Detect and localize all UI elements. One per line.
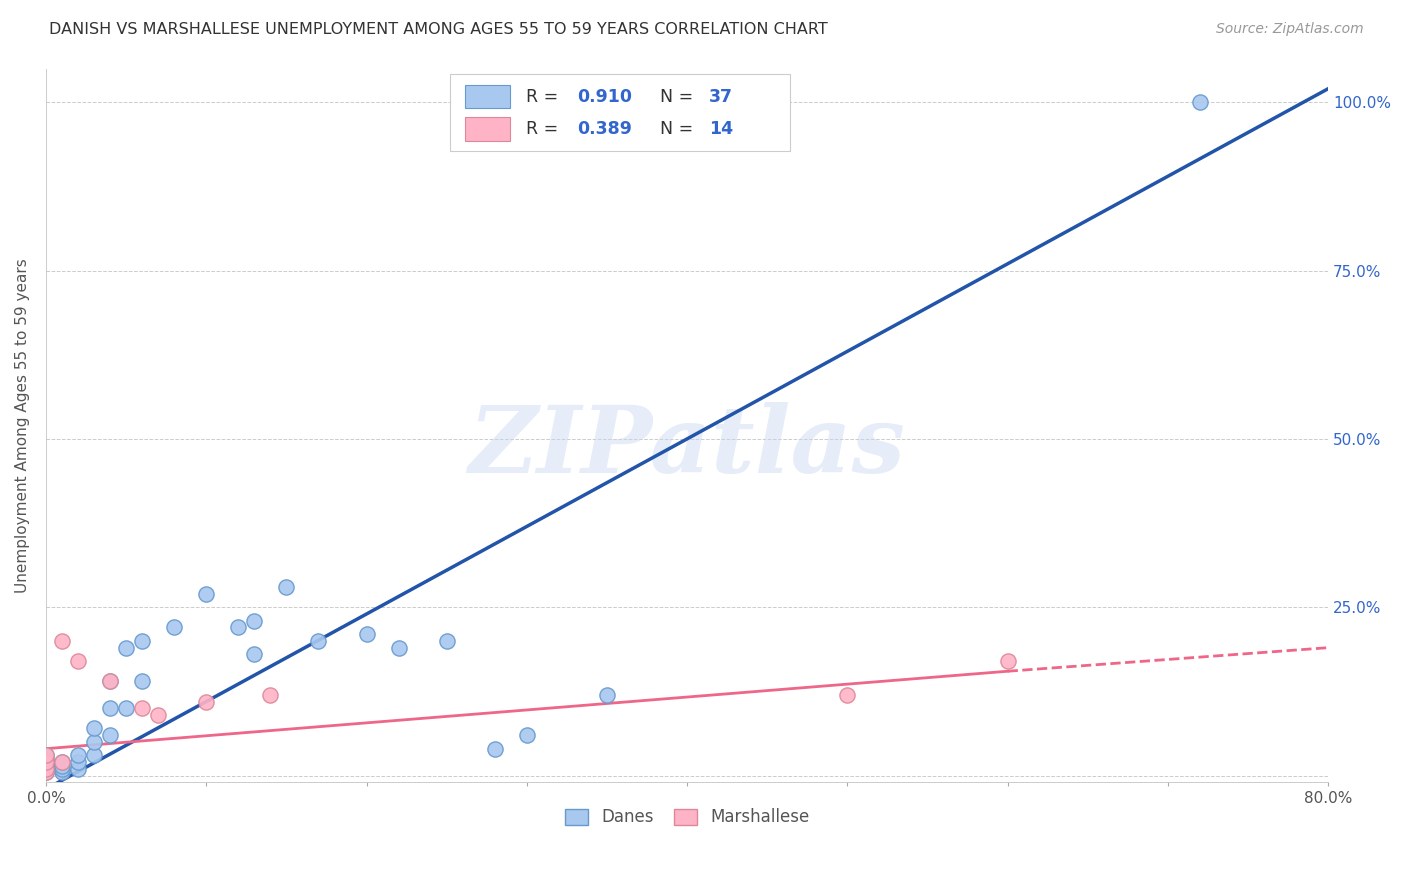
- Point: [484, 741, 506, 756]
- Text: 0.389: 0.389: [576, 120, 631, 138]
- Point: [259, 688, 281, 702]
- Point: [98, 674, 121, 689]
- Point: [35, 762, 58, 776]
- Point: [195, 587, 218, 601]
- FancyBboxPatch shape: [465, 85, 510, 108]
- Point: [35, 765, 58, 780]
- Point: [51, 755, 73, 769]
- Text: N =: N =: [661, 87, 699, 105]
- Point: [83, 722, 105, 736]
- Point: [35, 765, 58, 780]
- Text: 37: 37: [709, 87, 733, 105]
- FancyBboxPatch shape: [465, 118, 510, 141]
- Point: [387, 640, 409, 655]
- Point: [131, 634, 153, 648]
- Point: [35, 762, 58, 776]
- Point: [436, 634, 458, 648]
- Y-axis label: Unemployment Among Ages 55 to 59 years: Unemployment Among Ages 55 to 59 years: [15, 258, 30, 593]
- Point: [35, 755, 58, 769]
- Point: [51, 758, 73, 772]
- Point: [51, 765, 73, 780]
- Point: [98, 674, 121, 689]
- Point: [131, 701, 153, 715]
- Point: [997, 654, 1019, 668]
- Text: 14: 14: [709, 120, 733, 138]
- Point: [83, 748, 105, 763]
- Point: [51, 755, 73, 769]
- Point: [146, 708, 169, 723]
- Point: [115, 640, 138, 655]
- Point: [35, 758, 58, 772]
- Point: [115, 701, 138, 715]
- Point: [356, 627, 378, 641]
- Point: [66, 748, 89, 763]
- Point: [276, 580, 298, 594]
- Point: [51, 634, 73, 648]
- FancyBboxPatch shape: [450, 73, 790, 151]
- Point: [837, 688, 859, 702]
- Point: [195, 694, 218, 708]
- Point: [131, 674, 153, 689]
- Point: [516, 728, 538, 742]
- Point: [66, 762, 89, 776]
- Point: [35, 748, 58, 763]
- Text: DANISH VS MARSHALLESE UNEMPLOYMENT AMONG AGES 55 TO 59 YEARS CORRELATION CHART: DANISH VS MARSHALLESE UNEMPLOYMENT AMONG…: [49, 22, 828, 37]
- Text: ZIPatlas: ZIPatlas: [468, 402, 905, 491]
- Legend: Danes, Marshallese: Danes, Marshallese: [557, 800, 818, 835]
- Point: [243, 648, 266, 662]
- Text: R =: R =: [526, 87, 564, 105]
- Text: R =: R =: [526, 120, 564, 138]
- Point: [66, 654, 89, 668]
- Point: [66, 755, 89, 769]
- Point: [307, 634, 329, 648]
- Point: [163, 620, 186, 634]
- Point: [98, 728, 121, 742]
- Text: Source: ZipAtlas.com: Source: ZipAtlas.com: [1216, 22, 1364, 37]
- Point: [1188, 95, 1211, 110]
- Point: [98, 701, 121, 715]
- Point: [35, 755, 58, 769]
- Point: [596, 688, 619, 702]
- Text: 0.910: 0.910: [576, 87, 631, 105]
- Text: N =: N =: [661, 120, 699, 138]
- Point: [35, 748, 58, 763]
- Point: [243, 614, 266, 628]
- Point: [83, 735, 105, 749]
- Point: [35, 752, 58, 766]
- Point: [226, 620, 249, 634]
- Point: [51, 762, 73, 776]
